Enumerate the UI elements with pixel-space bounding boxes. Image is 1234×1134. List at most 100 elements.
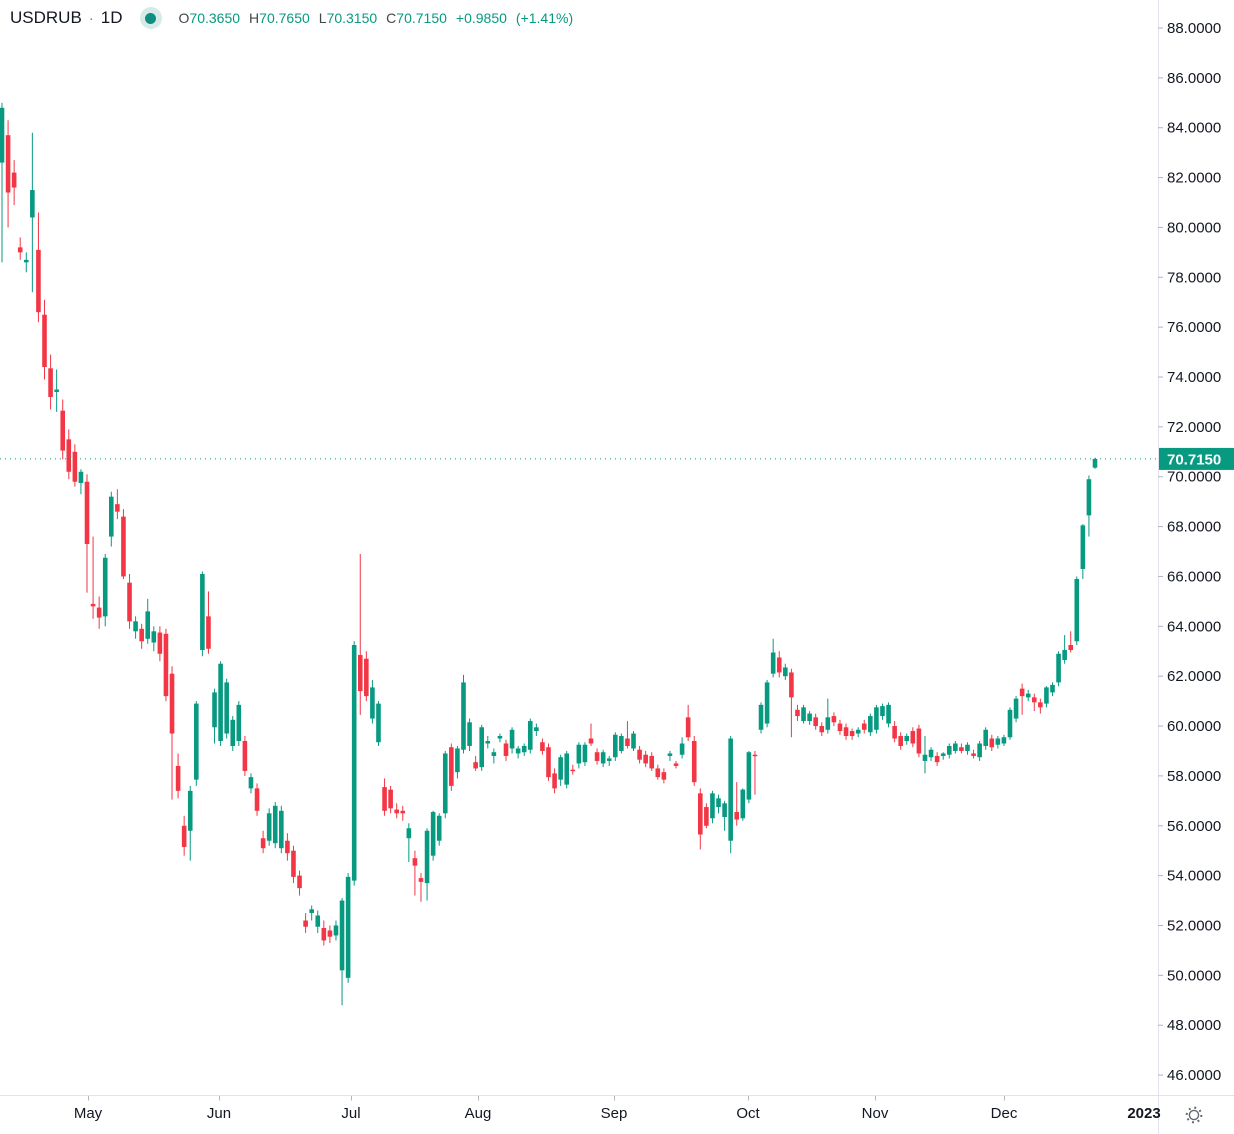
candle xyxy=(783,663,788,680)
candle-body xyxy=(1031,697,1037,703)
candle xyxy=(473,755,478,771)
candle-body xyxy=(813,717,818,727)
candle xyxy=(685,704,691,741)
price-axis-label: 54.0000 xyxy=(1167,868,1221,885)
market-status-icon[interactable] xyxy=(139,7,162,29)
candle xyxy=(746,750,752,804)
candle-body xyxy=(364,658,369,697)
candle xyxy=(509,727,515,754)
candle-body xyxy=(42,314,47,368)
candle xyxy=(491,748,497,764)
candle xyxy=(455,745,460,779)
price-axis-label: 68.0000 xyxy=(1167,519,1221,536)
candle xyxy=(965,742,970,755)
candle-body xyxy=(388,789,393,809)
candle-body xyxy=(169,673,175,734)
price-axis-label: 76.0000 xyxy=(1167,319,1221,336)
candle-body xyxy=(819,726,825,733)
candle xyxy=(382,778,387,816)
candle-body xyxy=(400,810,406,814)
candle-body xyxy=(382,787,387,811)
candle xyxy=(880,703,885,720)
candle-body xyxy=(776,657,782,673)
candle xyxy=(485,736,491,749)
candle xyxy=(376,701,381,746)
candle xyxy=(212,688,217,744)
price-axis-label: 70.0000 xyxy=(1167,469,1221,486)
candle-body xyxy=(23,259,29,263)
candle xyxy=(1007,707,1013,740)
candle xyxy=(151,626,157,652)
open-value: O70.3650 xyxy=(178,10,241,26)
close-value: C70.7150 xyxy=(386,10,447,26)
candle xyxy=(236,701,242,746)
candle-body xyxy=(503,743,509,756)
candle-body xyxy=(418,878,424,882)
candle xyxy=(200,571,205,657)
candle xyxy=(971,749,976,759)
candle-body xyxy=(831,716,837,723)
candle xyxy=(327,925,333,943)
candle xyxy=(892,721,897,743)
price-axis-label: 52.0000 xyxy=(1167,917,1221,934)
candle-body xyxy=(345,876,351,978)
candle-body xyxy=(78,471,84,483)
candle-body xyxy=(497,736,503,739)
candle xyxy=(339,898,345,1006)
candle-body xyxy=(910,731,916,744)
candle xyxy=(206,591,211,654)
candle-body xyxy=(758,704,764,730)
candle xyxy=(1080,524,1086,579)
candle xyxy=(886,702,891,728)
candle-body xyxy=(461,682,466,750)
candle-body xyxy=(904,736,910,741)
candle xyxy=(194,701,199,786)
candle xyxy=(904,733,910,745)
time-axis[interactable]: May Jun Jul Aug Sep Oct Nov Dec 2023 xyxy=(74,1096,1161,1122)
settings-gear-button[interactable] xyxy=(1179,1100,1209,1130)
time-axis-label: Nov xyxy=(862,1105,889,1122)
candle-body xyxy=(491,752,497,756)
candle-body xyxy=(30,190,35,218)
candle xyxy=(1062,635,1067,664)
candle-body xyxy=(546,747,551,778)
timeframe-label[interactable]: 1D xyxy=(100,8,123,27)
candle xyxy=(819,722,825,737)
candle-body xyxy=(795,709,800,717)
candle-body xyxy=(303,920,308,927)
candle xyxy=(922,736,928,774)
candle-body xyxy=(102,557,108,617)
candle-body xyxy=(515,748,521,754)
candle xyxy=(430,810,436,861)
candle-body xyxy=(971,753,976,756)
candle-body xyxy=(685,717,691,738)
candle xyxy=(224,678,229,739)
candle-body xyxy=(66,439,72,472)
candle xyxy=(758,702,764,734)
candle xyxy=(30,132,35,293)
candle xyxy=(5,120,11,228)
candle xyxy=(649,752,655,771)
candle xyxy=(612,732,618,761)
candle-body xyxy=(163,633,169,697)
candle-body xyxy=(48,368,53,397)
candle xyxy=(11,160,17,206)
candle-body xyxy=(157,632,163,654)
candle xyxy=(436,813,442,846)
candle xyxy=(1044,686,1049,708)
symbol-legend[interactable]: USDRUB · 1D O70.3650 H70.7650 L70.3150 C… xyxy=(10,7,582,29)
candle-body xyxy=(619,736,624,751)
price-axis[interactable]: 88.0000 86.0000 84.0000 82.0000 80.0000 78.00… xyxy=(1158,20,1221,1084)
time-axis-label: Oct xyxy=(736,1105,760,1122)
candle-body xyxy=(1056,653,1061,683)
candle-body xyxy=(333,925,339,936)
time-axis-label: Dec xyxy=(991,1105,1018,1122)
candle xyxy=(679,737,685,759)
candle-body xyxy=(746,752,752,800)
candle xyxy=(722,800,727,831)
candle-body xyxy=(254,788,260,811)
candle xyxy=(0,102,5,263)
candle-body xyxy=(637,749,642,760)
